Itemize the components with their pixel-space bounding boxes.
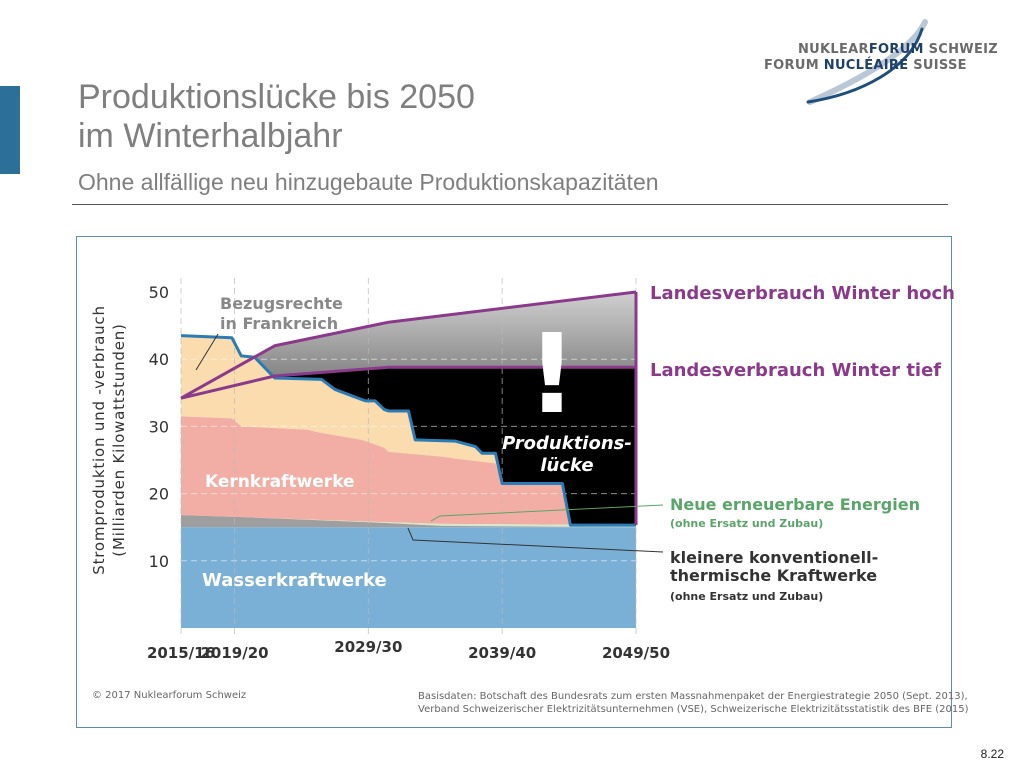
logo-text: FORUM — [764, 58, 824, 73]
x-tick-label: 2049/50 — [602, 644, 670, 662]
logo-text: SUISSE — [908, 58, 967, 73]
wasserkraft-area — [181, 527, 636, 628]
page-number: 8.22 — [980, 747, 1004, 761]
thermisch-area — [181, 515, 636, 528]
production-gap-area — [181, 335, 636, 526]
renewable-label: Neue erneuerbare Energien — [670, 495, 920, 514]
logo-line-1: NUKLEARFORUM SCHWEIZ — [798, 42, 998, 57]
thermal-label: kleinere konventionell- — [670, 548, 878, 567]
logo-line-2: FORUM NUCLÉAIRE SUISSE — [764, 58, 967, 73]
logo-text-strong: NUCLÉAIRE — [823, 58, 909, 73]
total-production-line — [180, 334, 636, 527]
renewable-note: (ohne Ersatz und Zubau) — [670, 517, 823, 530]
logo-text: NUKLEAR — [798, 42, 869, 57]
title-divider — [72, 204, 948, 205]
wasserkraft-label: Wasserkraftwerke — [202, 570, 387, 591]
page-subtitle: Ohne allfällige neu hinzugebaute Produkt… — [78, 169, 659, 195]
thermal-leader-line — [407, 527, 664, 553]
bezugsrechte-label: Bezugsrechte — [220, 294, 343, 313]
y-tick-label: 50 — [149, 283, 169, 302]
demand-high-line — [180, 290, 637, 400]
y-axis-title-2: (Milliarden Kilowattstunden) — [110, 323, 128, 556]
demand-high-label: Landesverbrauch Winter hoch — [650, 283, 955, 304]
demand-low-label: Landesverbrauch Winter tief — [650, 360, 941, 381]
accent-bar — [0, 86, 20, 174]
bezugsrechte-label: in Frankreich — [220, 314, 338, 333]
chart-panel — [76, 236, 952, 728]
kernkraft-area — [181, 416, 636, 526]
chart-lines — [180, 290, 638, 527]
logo-swoosh-icon — [806, 19, 928, 105]
logo-text: SCHWEIZ — [923, 42, 998, 57]
renewable-leader-line — [430, 504, 664, 522]
thermal-note: (ohne Ersatz und Zubau) — [670, 590, 823, 603]
y-tick-label: 30 — [149, 417, 169, 436]
title-line-1: Produktionslücke bis 2050 — [78, 78, 475, 116]
copyright-text: © 2017 Nuklearforum Schweiz — [92, 690, 247, 701]
demand-low-line — [180, 365, 636, 400]
y-tick-label: 40 — [149, 350, 169, 369]
x-tick-label: 2015/16 — [147, 644, 215, 662]
gap-label: Produktions- — [502, 433, 632, 454]
gap-label: lücke — [540, 455, 593, 476]
x-tick-label: 2029/30 — [334, 638, 402, 656]
x-tick-label: 2019/20 — [200, 644, 268, 662]
title-line-2: im Winterhalbjahr — [78, 117, 343, 155]
bezugsrechte-area — [181, 335, 636, 526]
y-tick-label: 20 — [149, 485, 169, 504]
source-line-2: Verband Schweizerischer Elektrizitätsunt… — [418, 704, 969, 715]
chart-areas — [181, 292, 636, 628]
bezugsrechte-leader-line — [195, 333, 219, 371]
y-axis-title-1: Stromproduktion und -verbrauch — [90, 305, 108, 575]
source-note: Basisdaten: Botschaft des Bundesrats zum… — [418, 690, 969, 716]
page-title: Produktionslücke bis 2050 im Winterhalbj… — [78, 78, 475, 156]
kernkraft-label: Kernkraftwerke — [205, 472, 355, 492]
thermal-label: thermische Kraftwerke — [670, 566, 877, 585]
logo-text-strong: FORUM — [868, 42, 924, 57]
nuklearforum-logo: NUKLEARFORUM SCHWEIZ FORUM NUCLÉAIRE SUI… — [764, 14, 998, 114]
x-tick-label: 2039/40 — [468, 644, 536, 662]
exclamation-mark: ! — [527, 310, 577, 438]
y-tick-label: 10 — [149, 552, 169, 571]
source-line-1: Basisdaten: Botschaft des Bundesrats zum… — [418, 691, 968, 702]
